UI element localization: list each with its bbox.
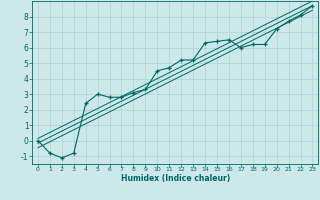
X-axis label: Humidex (Indice chaleur): Humidex (Indice chaleur) [121, 174, 230, 183]
